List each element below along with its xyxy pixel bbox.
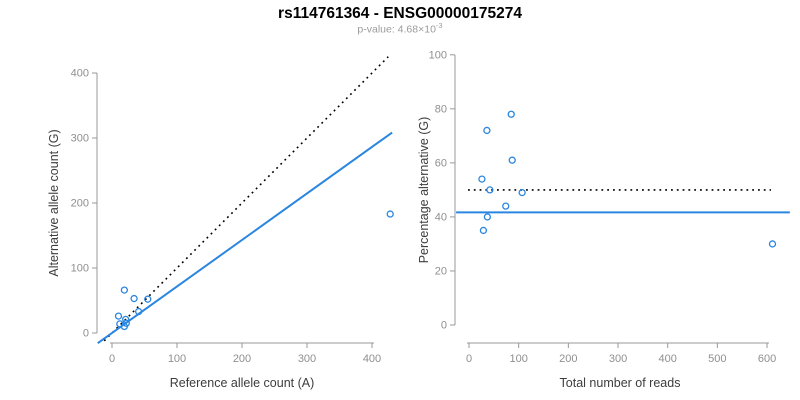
data-point [479,226,488,235]
y-tick-label: 40 [435,211,447,223]
y-axis-title: Alternative allele count (G) [47,129,61,276]
x-tick-label: 100 [509,353,527,365]
x-tick-label: 100 [168,353,186,365]
x-axis-title: Reference allele count (A) [170,376,315,390]
y-tick-label: 400 [71,68,89,80]
x-tick-label: 400 [363,353,381,365]
data-point [508,156,516,164]
y-tick-label: 80 [435,103,447,115]
x-tick-label: 600 [758,353,776,365]
scatter-plot-svg: 0 100 200 300 400 500 600 0 20 40 60 80 100 Total num… [417,49,790,390]
y-tick-label: 100 [429,49,447,61]
y-tick-label: 300 [71,133,89,145]
x-tick-label: 200 [559,353,577,365]
data-point [114,312,123,320]
x-tick-label: 0 [466,353,472,365]
data-point [486,186,494,194]
data-point [120,322,128,331]
allele-count-scatter-plot: 0 100 200 300 400 0 100 200 300 400 Reference alle… [0,40,410,400]
data-point [386,210,394,218]
data-point [483,213,492,221]
data-point [768,240,777,248]
x-tick-label: 300 [609,353,627,365]
scatter-plot-svg: 0 100 200 300 400 0 100 200 300 400 Reference alle… [47,56,394,390]
identity-line [103,56,389,342]
x-tick-label: 200 [233,353,251,365]
y-tick-label: 200 [71,198,89,210]
data-point [507,110,515,118]
data-point [134,307,143,316]
data-point [483,126,491,135]
x-tick-label: 0 [109,353,115,365]
pvalue-prefix: p-value: [357,23,398,36]
y-axis-title: Percentage alternative (G) [417,117,431,264]
y-tick-label: 0 [441,320,447,332]
data-point [502,202,510,210]
page-title: rs114761364 - ENSG00000175274 [278,5,522,22]
y-tick-label: 100 [71,263,89,275]
x-tick-label: 400 [659,353,677,365]
data-point [518,188,526,197]
fit-line [97,131,393,345]
pvalue-exponent: -3 [435,21,443,30]
data-point [120,286,128,294]
data-point [122,315,130,324]
data-point [478,175,486,183]
data-point [130,294,138,303]
pvalue-subtitle: p-value: 4.68×10-3 [0,21,800,36]
percentage-alternative-scatter-plot: 0 100 200 300 400 500 600 0 20 40 60 80 100 Total num… [410,40,800,400]
pvalue-mantissa: 4.68×10 [397,23,436,36]
x-axis-title: Total number of reads [560,376,681,390]
y-tick-label: 60 [435,157,447,169]
y-tick-label: 20 [435,265,447,277]
x-tick-label: 300 [298,353,316,365]
x-tick-label: 500 [708,353,726,365]
y-tick-label: 0 [83,328,89,340]
data-point [144,295,152,303]
